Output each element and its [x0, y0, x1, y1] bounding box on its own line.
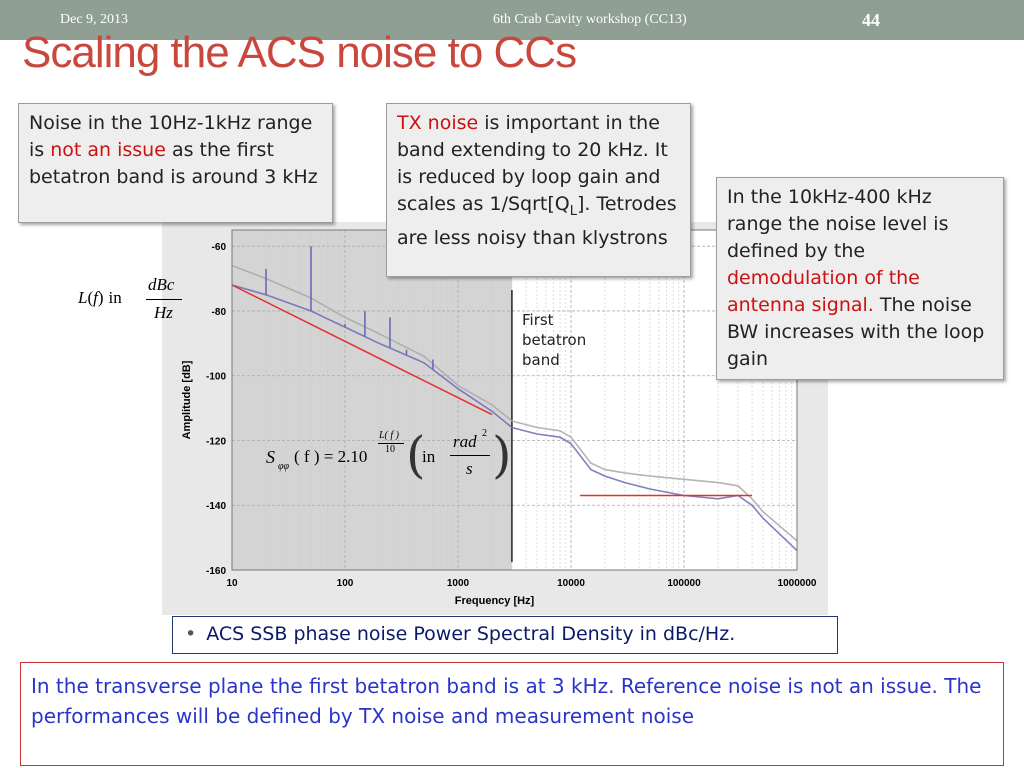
note-demod-text-2: The noise BW increases with the loop gai… — [727, 294, 985, 370]
note-tx-subscript: L — [569, 203, 577, 219]
note-demod-highlight: demodulation of the antenna signal. — [727, 267, 920, 316]
formula-rad-bar — [450, 455, 490, 456]
shaded-low-frequency-region — [232, 230, 512, 570]
noise-spectrum-chart: 10 100 1000 10000 100000 1000000 -60 -80 -100 -12… — [181, 229, 817, 607]
x-tick-label: 10 — [226, 578, 238, 589]
y-tick-label: -160 — [206, 566, 226, 577]
formula-units-numerator: dBc — [148, 275, 175, 294]
figure-caption: • ACS SSB phase noise Power Spectral Dens… — [172, 616, 838, 654]
y-tick-label: -60 — [212, 242, 227, 253]
note-low-text-2: as the first betatron band is around 3 k… — [29, 139, 318, 188]
y-tick-label: -140 — [206, 501, 226, 512]
note-tx-text-2: ]. Tetrodes are less noisy than klystron… — [397, 193, 677, 249]
header-bar — [0, 0, 1024, 40]
note-low-highlight: not an issue — [50, 139, 166, 161]
series-line-1 — [231, 264, 798, 542]
betatron-label-line-2: betatron — [522, 331, 587, 349]
note-tx-text-1: is important in the band extending to 20… — [397, 112, 668, 215]
note-demodulation: In the 10kHz-400 kHz range the noise lev… — [716, 177, 1004, 380]
header-date: Dec 9, 2013 — [60, 12, 129, 27]
y-tick-label: -80 — [212, 307, 227, 318]
formula-exp-num: L( f ) — [379, 430, 399, 441]
x-axis-label: Frequency [Hz] — [455, 595, 535, 607]
formula-units: L(f) in dBc Hz — [78, 275, 188, 325]
formula-s-subscript: φφ — [278, 461, 290, 472]
formula-phase-noise: S φφ ( f ) = 2.10 L( f ) 10 ( in rad 2 s… — [266, 426, 516, 490]
note-tx-highlight: TX noise — [397, 112, 479, 134]
formula-units-lhs: L(f) in — [78, 288, 122, 307]
formula-s-symbol: S — [266, 447, 275, 467]
betatron-band-label: First betatron band — [522, 310, 586, 370]
caption-bullet: • — [185, 623, 197, 645]
formula-rad-squared: 2 — [482, 428, 487, 439]
formula-exp-den: 10 — [385, 444, 395, 455]
header-event: 6th Crab Cavity workshop (CC13) — [493, 12, 687, 27]
y-axis-label: Amplitude [dB] — [181, 360, 193, 439]
conclusion-text: In the transverse plane the first betatr… — [31, 674, 982, 728]
y-tick-label: -120 — [206, 436, 226, 447]
formula-exp-bar — [378, 443, 404, 444]
x-tick-label: 1000000 — [778, 578, 817, 589]
formula-in: in — [422, 447, 436, 466]
x-tick-label: 100000 — [667, 578, 701, 589]
series-line-2 — [231, 284, 798, 552]
x-tick-label: 1000 — [447, 578, 470, 589]
slide-number: 44 — [862, 10, 880, 30]
series-line-3 — [231, 284, 493, 416]
conclusion-box: In the transverse plane the first betatr… — [20, 662, 1004, 766]
formula-right-paren: ) — [492, 426, 512, 484]
betatron-label-line-1: First — [522, 311, 554, 329]
note-low-frequency: Noise in the 10Hz-1kHz range is not an i… — [18, 103, 333, 223]
formula-s-den: s — [466, 459, 473, 478]
betatron-label-line-3: band — [522, 351, 560, 369]
x-tick-label: 10000 — [557, 578, 585, 589]
formula-s-args: ( f ) = 2.10 — [294, 447, 368, 466]
note-demod-text-1: In the 10kHz-400 kHz range the noise lev… — [727, 186, 949, 262]
x-tick-label: 100 — [337, 578, 354, 589]
formula-rad: rad — [453, 432, 477, 451]
formula-units-fraction-bar — [146, 299, 182, 300]
slide-title: Scaling the ACS noise to CCs — [22, 28, 577, 77]
formula-units-denominator: Hz — [154, 303, 173, 322]
note-tx-noise: TX noise is important in the band extend… — [386, 103, 691, 277]
caption-text: ACS SSB phase noise Power Spectral Densi… — [206, 623, 736, 645]
formula-left-paren: ( — [406, 426, 426, 484]
y-tick-label: -100 — [206, 372, 226, 383]
note-low-text-1: Noise in the 10Hz-1kHz range is — [29, 112, 313, 161]
